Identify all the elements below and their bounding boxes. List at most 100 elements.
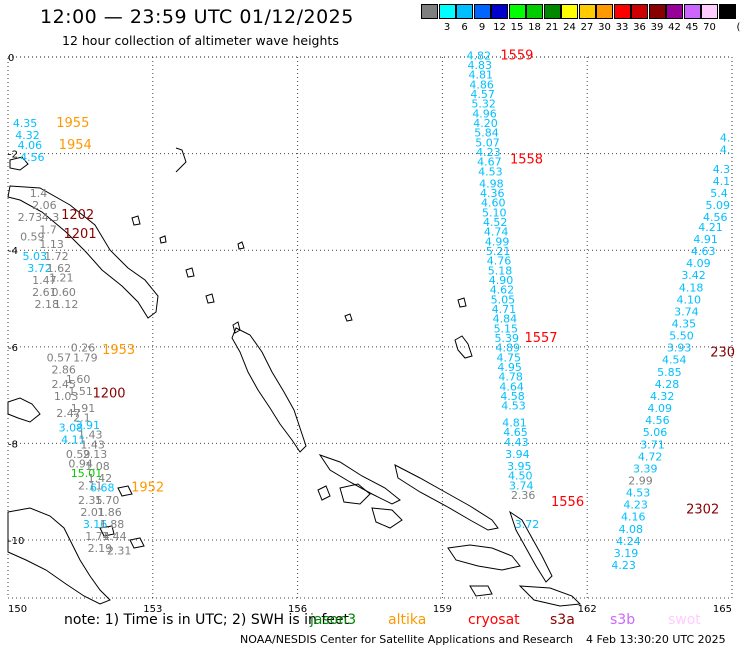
pass-time-label: 1953 (102, 343, 135, 358)
pass-time-label: 1952 (131, 481, 164, 496)
wave-height-label: 5.15 (494, 322, 518, 335)
wave-height-label: 3.72 (27, 262, 52, 275)
wave-height-label: 15.01 (71, 467, 103, 480)
color-scale-swatch (526, 4, 543, 19)
wave-height-label: 0.94 (68, 458, 93, 471)
color-scale-label: 27 (580, 22, 594, 33)
coastline-small-atoll-h (185, 267, 195, 278)
wave-height-label: 4.56 (703, 211, 728, 224)
wave-height-label: 4.35 (13, 117, 38, 130)
wave-height-label: 4.50 (508, 470, 533, 483)
coastline-small-atoll-g (159, 235, 167, 244)
wave-height-label: 1.47 (32, 274, 57, 287)
color-scale-label: 33 (615, 22, 629, 33)
wave-height-label: 4.08 (619, 523, 644, 536)
wave-height-label: 2.99 (628, 474, 653, 487)
coastline-rendova (371, 507, 403, 529)
wave-height-label: 4.65 (503, 426, 528, 439)
color-scale-label: 30 (598, 22, 611, 33)
wave-height-label: 0.57 (47, 351, 72, 364)
x-tick-label: 153 (143, 604, 162, 615)
coastline-buka (232, 321, 241, 334)
pass-time-label: 1200 (92, 387, 125, 402)
coastline-small-atoll-f (131, 215, 141, 226)
wave-height-label: 4.21 (698, 221, 723, 234)
x-tick-label: 162 (578, 604, 597, 615)
x-tick-label: 156 (288, 604, 307, 615)
color-scale-label: 6 (461, 22, 468, 33)
wave-height-label: 4.23 (476, 146, 501, 159)
wave-height-label: 5.03 (22, 250, 47, 263)
wave-height-label: 4.95 (497, 361, 522, 374)
wave-height-label: 1.72 (44, 250, 68, 263)
wave-height-label: 4.56 (20, 151, 45, 164)
color-scale-swatch (543, 4, 561, 19)
wave-height-label: 4.75 (496, 351, 521, 364)
wave-height-label: 4.1 (713, 175, 731, 188)
wave-height-label: 5.85 (657, 366, 682, 379)
wave-height-label: 1.51 (68, 385, 93, 398)
coastline-se-new-guinea (7, 507, 111, 605)
wave-height-label: 4.58 (500, 390, 525, 403)
satellite-legend-altika: altika (388, 612, 427, 628)
wave-height-label: 2.11 (78, 479, 103, 492)
wave-height-label: 1.70 (95, 494, 120, 507)
wave-height-label: 2.35 (78, 494, 103, 507)
color-scale-swatch (648, 4, 666, 19)
wave-height-label: 2.19 (88, 542, 113, 555)
wave-height-label: 2.06 (32, 199, 57, 212)
wave-height-label: 1.7 (39, 223, 57, 236)
wave-height-label: 2.86 (51, 363, 76, 376)
wave-height-label: 2.61 (32, 286, 57, 299)
wave-height-label: 4.24 (616, 535, 641, 548)
color-scale-label: 42 (668, 22, 681, 33)
wave-height-label: 4.72 (638, 450, 663, 463)
wave-height-label: 4.16 (621, 511, 646, 524)
wave-height-label: 1.60 (66, 373, 91, 386)
wave-height-label: 0.59 (20, 231, 45, 244)
coastline-new-hanover (9, 156, 29, 171)
wave-height-label: 4.20 (473, 117, 498, 130)
wave-height-label: 4.60 (481, 197, 506, 210)
wave-height-label: 4.74 (484, 226, 509, 239)
wave-height-label: 4.81 (468, 69, 493, 82)
wave-height-label: 4.28 (655, 378, 680, 391)
color-scale-swatch (456, 4, 473, 19)
wave-height-label: 2.13 (83, 448, 108, 461)
color-scale-label: 36 (633, 22, 646, 33)
coastline-new-georgia (339, 483, 371, 505)
wave-height-label: 5.4 (710, 187, 728, 200)
color-scale-swatch (561, 4, 578, 19)
wave-height-label: 0.26 (71, 342, 96, 355)
coastline-trobriand (117, 485, 133, 497)
x-tick-label: 165 (713, 604, 732, 615)
color-scale-label: 39 (650, 22, 664, 33)
wave-height-label: 5.84 (474, 127, 499, 140)
coastline-malaita (509, 510, 553, 583)
wave-height-label: 4.63 (691, 245, 716, 258)
wave-height-label: 5.18 (488, 264, 512, 277)
satellite-legend-swot: swot (668, 612, 701, 628)
wave-height-label: 4. (720, 132, 731, 145)
coastline-misima (99, 525, 115, 537)
wave-height-label: 3.72 (515, 518, 540, 531)
color-scale-unit: (ft) (736, 22, 740, 33)
wave-height-label: 3.71 (640, 438, 665, 451)
color-scale-swatch (701, 4, 718, 19)
y-tick-label: 0 (8, 53, 14, 64)
color-scale-swatch (491, 4, 508, 19)
wave-height-label: 4.18 (679, 281, 704, 294)
satellite-legend-jason3: jason3 (310, 612, 357, 628)
wave-height-label: 4.62 (490, 284, 514, 297)
color-scale-swatch (438, 4, 456, 19)
wave-height-label: 3.16 (83, 518, 108, 531)
wave-height-label: 1.91 (71, 402, 96, 415)
wave-height-label: 3.08 (59, 421, 84, 434)
wave-height-label: 4.64 (499, 380, 524, 393)
x-tick-label: 150 (8, 604, 27, 615)
map-subtitle: 12 hour collection of altimeter wave hei… (62, 33, 339, 48)
wave-height-label: 1.4 (30, 187, 48, 200)
wave-height-label: 4.36 (480, 187, 505, 200)
coastline-ontong-java (454, 335, 473, 359)
wave-height-label: 1.79 (73, 351, 98, 364)
